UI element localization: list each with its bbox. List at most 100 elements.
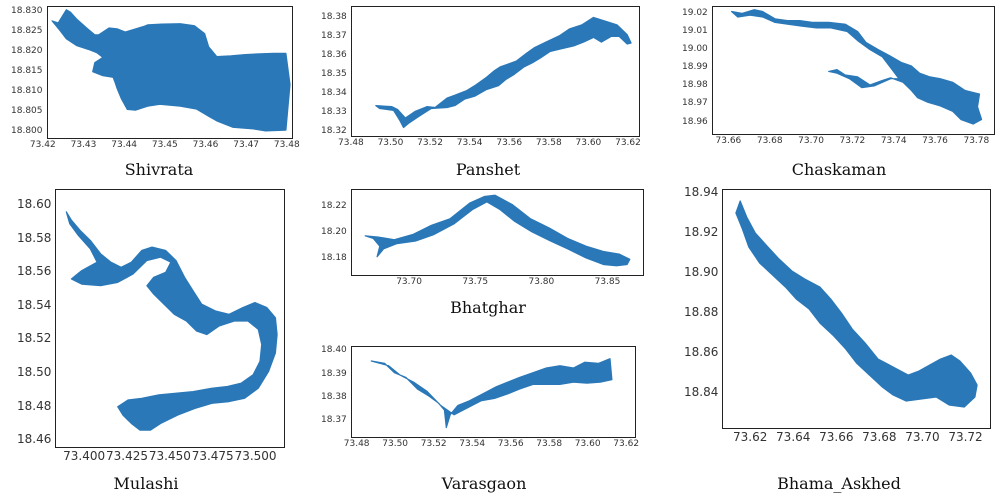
y-tick-label: 18.820 — [11, 46, 43, 57]
y-tick-label: 18.86 — [684, 345, 719, 359]
y-tick-label: 18.99 — [682, 62, 708, 73]
x-tick-label: 73.60 — [575, 138, 602, 148]
x-tick-label: 73.72 — [948, 430, 983, 444]
plot-svg — [375, 16, 632, 129]
y-tick-label: 18.98 — [682, 80, 708, 91]
x-tick-label: 73.85 — [594, 277, 621, 287]
x-tick-label: 73.70 — [396, 277, 422, 287]
x-tick-label: 73.70 — [798, 136, 824, 146]
x-tick-label: 73.52 — [420, 439, 447, 449]
y-tick-label: 19.02 — [682, 7, 708, 18]
y-tick-label: 18.88 — [684, 305, 719, 319]
y-tick-label: 18.33 — [321, 106, 347, 117]
y-tick-label: 18.815 — [11, 66, 43, 76]
x-tick-label: 73.54 — [456, 138, 483, 148]
y-tick-label: 18.825 — [11, 26, 43, 37]
y-tick-label: 18.37 — [321, 30, 347, 41]
y-tick-label: 18.84 — [684, 385, 719, 399]
x-tick-label: 73.48 — [338, 138, 364, 148]
y-tick-label: 18.97 — [682, 98, 708, 109]
x-tick-label: 73.76 — [922, 136, 948, 146]
chart-caption: Varasgaon — [441, 474, 527, 493]
y-tick-label: 18.58 — [17, 230, 52, 245]
chart-caption: Bhatghar — [450, 298, 526, 317]
x-tick-label: 73.52 — [417, 138, 443, 148]
chart-caption: Panshet — [455, 160, 521, 179]
reservoir-shape — [65, 211, 278, 431]
x-tick-label: 73.66 — [819, 430, 854, 444]
y-tick-label: 18.56 — [17, 264, 52, 279]
plot-svg — [370, 358, 613, 429]
y-tick-label: 18.96 — [682, 116, 708, 127]
y-tick-label: 18.830 — [11, 6, 43, 17]
plot-svg — [51, 9, 291, 132]
x-tick-label: 73.75 — [462, 277, 489, 287]
y-tick-label: 18.39 — [321, 368, 347, 379]
x-tick-label: 73.72 — [839, 136, 866, 146]
x-tick-label: 73.56 — [497, 439, 524, 449]
plot-frame — [47, 6, 293, 139]
y-tick-label: 18.805 — [11, 105, 43, 116]
y-tick-label: 19.01 — [682, 25, 708, 36]
y-tick-label: 18.92 — [684, 225, 719, 239]
y-tick-label: 18.90 — [684, 265, 719, 279]
plot-svg — [65, 211, 278, 431]
x-tick-label: 73.78 — [963, 136, 990, 146]
x-tick-label: 73.43 — [70, 140, 97, 150]
y-tick-label: 18.22 — [321, 200, 347, 211]
reservoir-shape — [735, 200, 978, 408]
chart-caption: Bhama_Askhed — [777, 474, 901, 493]
y-tick-label: 18.38 — [321, 391, 347, 402]
x-tick-label: 73.400 — [63, 449, 106, 463]
x-tick-label: 73.47 — [233, 140, 260, 150]
x-tick-label: 73.80 — [528, 277, 555, 287]
x-tick-label: 73.58 — [535, 138, 562, 148]
chart-caption: Chaskaman — [791, 160, 887, 179]
y-tick-label: 18.94 — [684, 185, 719, 199]
reservoir-shape — [731, 9, 983, 125]
y-tick-label: 18.54 — [17, 297, 52, 312]
y-tick-label: 18.36 — [321, 49, 347, 60]
x-tick-label: 73.56 — [496, 138, 523, 148]
y-tick-label: 18.810 — [11, 85, 43, 96]
x-tick-label: 73.64 — [776, 430, 811, 444]
plot-frame — [351, 6, 640, 137]
y-tick-label: 18.18 — [321, 252, 347, 263]
chart-caption: Mulashi — [113, 474, 179, 493]
plot-frame — [712, 6, 995, 135]
x-tick-label: 73.42 — [29, 140, 56, 150]
x-tick-label: 73.60 — [574, 439, 601, 449]
x-tick-label: 73.48 — [273, 140, 300, 150]
x-tick-label: 73.48 — [343, 439, 370, 449]
y-tick-label: 18.800 — [11, 125, 43, 136]
x-tick-label: 73.54 — [459, 439, 486, 449]
x-tick-label: 73.74 — [880, 136, 907, 146]
y-tick-label: 18.38 — [321, 11, 347, 22]
reservoir-shape — [370, 358, 613, 429]
x-tick-label: 73.44 — [111, 140, 138, 150]
x-tick-label: 73.475 — [191, 449, 234, 463]
x-tick-label: 73.50 — [382, 439, 409, 449]
x-tick-label: 73.68 — [756, 136, 783, 146]
y-tick-label: 18.32 — [321, 125, 347, 136]
y-tick-label: 18.60 — [17, 197, 52, 212]
reservoir-shape — [51, 9, 291, 132]
y-tick-label: 18.35 — [321, 68, 347, 79]
y-tick-label: 18.20 — [321, 226, 347, 237]
plot-svg — [735, 200, 978, 408]
x-tick-label: 73.425 — [106, 449, 148, 463]
x-tick-label: 73.62 — [732, 430, 768, 444]
plot-frame — [351, 346, 636, 438]
y-tick-label: 18.37 — [321, 415, 347, 426]
x-tick-label: 73.500 — [234, 449, 277, 463]
y-tick-label: 18.52 — [17, 331, 52, 346]
x-tick-label: 73.450 — [148, 449, 191, 463]
reservoir-shape — [375, 16, 632, 129]
y-tick-label: 18.50 — [17, 365, 52, 380]
y-tick-label: 18.48 — [17, 398, 52, 413]
x-tick-label: 73.68 — [862, 430, 897, 444]
x-tick-label: 73.70 — [905, 430, 940, 444]
x-tick-label: 73.62 — [613, 439, 640, 449]
y-tick-label: 18.40 — [321, 345, 347, 356]
x-tick-label: 73.46 — [192, 140, 219, 150]
